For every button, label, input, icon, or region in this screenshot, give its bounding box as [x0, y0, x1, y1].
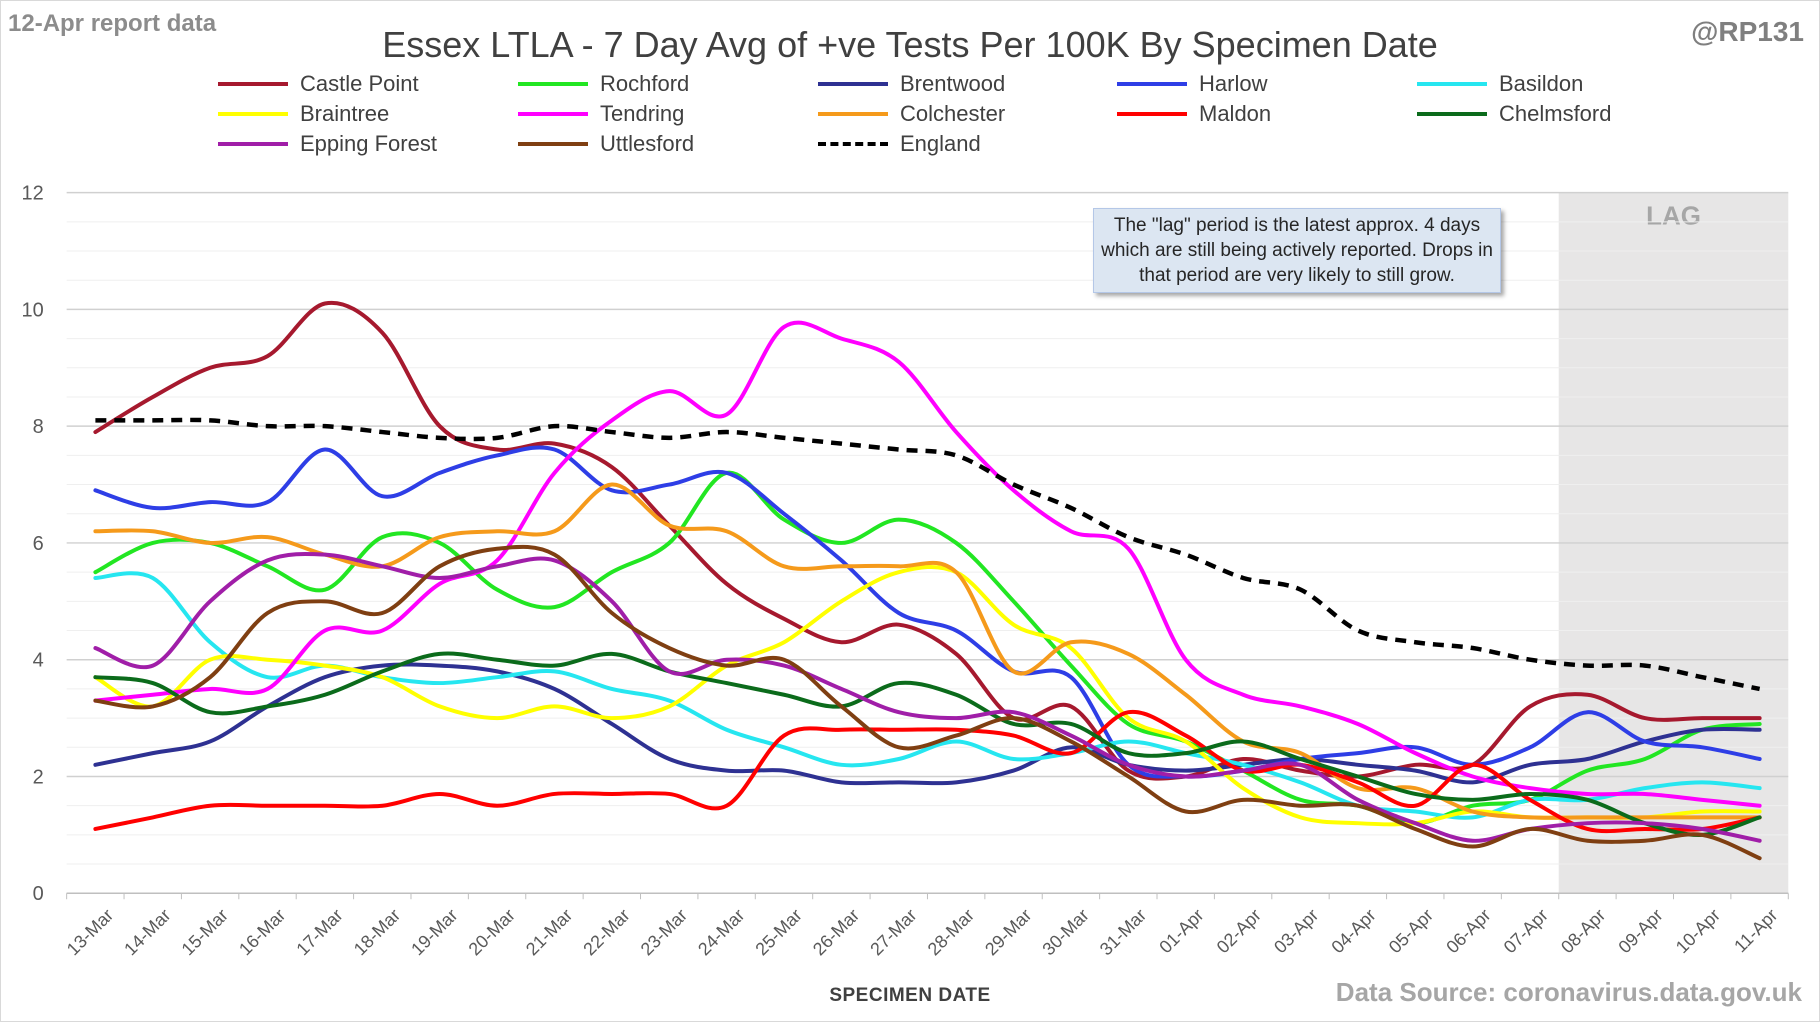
legend-item-england: England [818, 131, 981, 157]
legend-item-colchester: Colchester [818, 101, 1005, 127]
x-tick-labels: 13-Mar 14-Mar 15-Mar 16-Mar 17-Mar 18-Mar 19-M… [63, 893, 1789, 959]
x-tick-label: 06-Apr [1442, 905, 1494, 957]
x-tick-label: 19-Mar [407, 905, 461, 959]
legend-item-uttlesford: Uttlesford [518, 131, 694, 157]
legend-label: Epping Forest [300, 131, 437, 156]
legend-item-tendring: Tendring [518, 101, 684, 127]
x-tick-label: 23-Mar [637, 905, 691, 959]
series-line-castle-point [93, 300, 1762, 781]
legend-swatch [1117, 82, 1187, 86]
chart-legend: Castle Point Rochford Brentwood Harlow Basil… [0, 0, 1820, 180]
x-tick-label: 03-Apr [1270, 905, 1322, 957]
legend-label: Harlow [1199, 71, 1268, 96]
x-tick-label: 24-Mar [694, 905, 748, 959]
legend-item-basildon: Basildon [1417, 71, 1583, 97]
x-tick-label: 02-Apr [1213, 905, 1265, 957]
y-tick-label: 10 [21, 299, 43, 321]
x-tick-label: 05-Apr [1385, 905, 1437, 957]
x-tick-label: 22-Mar [579, 905, 633, 959]
legend-swatch [818, 142, 888, 146]
legend-item-harlow: Harlow [1117, 71, 1267, 97]
x-axis-label: SPECIMEN DATE [829, 985, 991, 1006]
x-tick-label: 15-Mar [178, 905, 232, 959]
legend-swatch [518, 82, 588, 86]
report-date-label: 12-Apr report data [8, 10, 217, 37]
legend-swatch [518, 142, 588, 146]
legend-label: Chelmsford [1499, 101, 1612, 126]
x-tick-label: 13-Mar [63, 905, 117, 959]
series-line-colchester [93, 482, 1762, 820]
legend-swatch [1417, 82, 1487, 86]
legend-item-rochford: Rochford [518, 71, 689, 97]
x-tick-label: 20-Mar [465, 905, 519, 959]
series-lines [93, 300, 1762, 861]
legend-label: Tendring [600, 101, 685, 126]
x-tick-label: 28-Mar [924, 905, 978, 959]
y-tick-label: 6 [33, 533, 44, 555]
series-line-maldon [93, 709, 1762, 834]
legend-label: Brentwood [900, 71, 1006, 96]
x-tick-label: 07-Apr [1500, 905, 1552, 957]
y-tick-label: 12 [21, 183, 43, 205]
x-tick-label: 08-Apr [1557, 905, 1609, 957]
legend-item-castle-point: Castle Point [218, 71, 419, 97]
legend-label: Rochford [600, 71, 690, 96]
x-tick-label: 09-Apr [1614, 905, 1666, 957]
series-line-epping-forest [93, 551, 1762, 843]
author-handle: @RP131 [1691, 16, 1804, 47]
legend-label: Castle Point [300, 71, 419, 96]
x-tick-label: 18-Mar [350, 905, 404, 959]
legend-label: Braintree [300, 101, 390, 126]
lag-note: The "lag" period is the latest approx. 4… [1093, 208, 1501, 293]
y-tick-labels: 0 2 4 6 8 10 12 [21, 183, 43, 906]
chart-title: Essex LTLA - 7 Day Avg of +ve Tests Per … [382, 24, 1438, 65]
legend-item-epping-forest: Epping Forest [218, 131, 437, 157]
y-tick-label: 0 [33, 883, 44, 905]
x-tick-label: 31-Mar [1096, 905, 1150, 959]
y-tick-label: 2 [33, 766, 44, 788]
x-tick-label: 25-Mar [751, 905, 805, 959]
series-line-chelmsford [93, 651, 1762, 837]
legend-item-brentwood: Brentwood [818, 71, 1005, 97]
x-tick-label: 10-Apr [1672, 905, 1724, 957]
x-tick-label: 26-Mar [809, 905, 863, 959]
legend-item-maldon: Maldon [1117, 101, 1271, 127]
series-line-brentwood [93, 662, 1762, 786]
legend-item-braintree: Braintree [218, 101, 389, 127]
legend-label: Uttlesford [600, 131, 695, 156]
legend-label: England [900, 131, 981, 156]
x-tick-label: 01-Apr [1155, 905, 1207, 957]
x-tick-label: 14-Mar [120, 905, 174, 959]
legend-swatch [1117, 112, 1187, 116]
x-tick-label: 29-Mar [981, 905, 1035, 959]
legend-swatch [818, 112, 888, 116]
legend-label: Colchester [900, 101, 1006, 126]
legend-label: Basildon [1499, 71, 1584, 96]
x-tick-label: 30-Mar [1038, 905, 1092, 959]
series-line-rochford [93, 470, 1762, 826]
x-tick-label: 27-Mar [866, 905, 920, 959]
x-tick-label: 21-Mar [522, 905, 576, 959]
legend-swatch [1417, 112, 1487, 116]
y-tick-label: 4 [33, 650, 44, 672]
legend-item-chelmsford: Chelmsford [1417, 101, 1611, 127]
data-source-label: Data Source: coronavirus.data.gov.uk [1335, 977, 1802, 1007]
legend-swatch [218, 112, 288, 116]
x-tick-label: 11-Apr [1730, 905, 1781, 956]
legend-swatch [518, 112, 588, 116]
series-line-uttlesford [93, 544, 1762, 861]
x-tick-label: 17-Mar [292, 905, 346, 959]
x-tick-label: 04-Apr [1327, 905, 1379, 957]
y-tick-label: 8 [33, 416, 44, 438]
x-tick-label: 16-Mar [235, 905, 289, 959]
lag-label: LAG [1646, 203, 1701, 231]
legend-swatch [218, 142, 288, 146]
series-line-england [95, 417, 1761, 692]
legend-swatch [818, 82, 888, 86]
legend-swatch [218, 82, 288, 86]
legend-label: Maldon [1199, 101, 1272, 126]
